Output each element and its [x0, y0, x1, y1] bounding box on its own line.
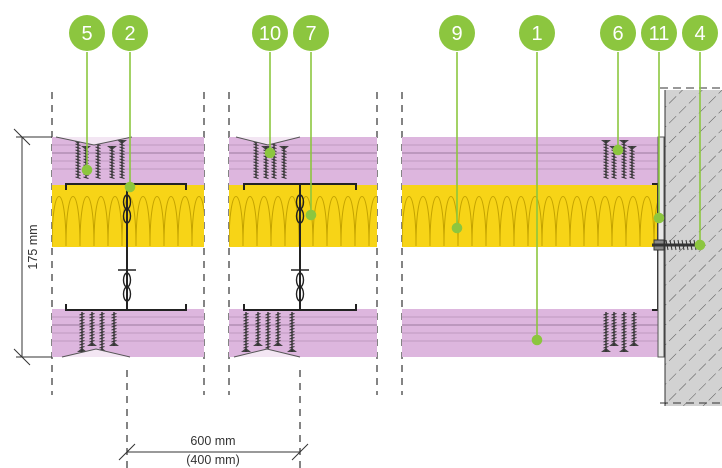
insulation-c	[402, 185, 658, 247]
callout-9: 9	[439, 15, 475, 51]
screw	[629, 312, 639, 346]
screw	[109, 312, 119, 346]
svg-text:4: 4	[694, 23, 705, 45]
screw	[619, 312, 629, 352]
svg-text:6: 6	[612, 23, 623, 45]
svg-text:9: 9	[451, 23, 462, 45]
board-edge-mark	[235, 136, 301, 146]
svg-text:2: 2	[124, 23, 135, 45]
insulation-layer	[52, 185, 658, 247]
callout-badges: 5 2 10 7 9 1 6 11 4	[69, 15, 718, 51]
callout-11: 11	[641, 15, 677, 51]
screw	[253, 312, 263, 346]
callout-5: 5	[69, 15, 105, 51]
spacing-label: 600 mm	[190, 434, 235, 448]
callout-1: 1	[519, 15, 555, 51]
svg-text:5: 5	[81, 23, 92, 45]
screw	[241, 312, 251, 352]
thickness-label: 175 mm	[26, 224, 40, 269]
concrete-wall	[660, 87, 722, 406]
board-edge-mark	[55, 136, 133, 146]
screw	[77, 312, 87, 352]
leader-lines	[81, 52, 706, 346]
thickness-dimension	[13, 128, 52, 366]
hanger-clips	[118, 194, 309, 302]
callout-2: 2	[112, 15, 148, 51]
callout-10: 10	[252, 15, 288, 51]
screw	[601, 140, 611, 179]
screw	[97, 312, 107, 352]
callout-6: 6	[600, 15, 636, 51]
screws	[55, 136, 639, 358]
board-edge-mark	[233, 348, 301, 358]
spacing-dimension	[118, 443, 309, 461]
board-layers	[52, 137, 658, 357]
spacing-alt-label: (400 mm)	[186, 453, 239, 467]
svg-text:1: 1	[531, 23, 542, 45]
screw	[273, 312, 283, 346]
screw	[287, 312, 297, 352]
screw	[87, 312, 97, 346]
screw	[279, 146, 289, 179]
svg-text:7: 7	[305, 23, 316, 45]
board-edge-mark	[61, 348, 131, 358]
svg-text:10: 10	[259, 23, 281, 45]
screw	[609, 312, 619, 346]
screw	[619, 140, 629, 179]
callout-7: 7	[293, 15, 329, 51]
screw	[601, 312, 611, 352]
screw	[117, 140, 127, 179]
svg-text:11: 11	[649, 23, 670, 45]
screw	[107, 146, 117, 179]
callout-4: 4	[682, 15, 718, 51]
screw	[627, 146, 637, 179]
